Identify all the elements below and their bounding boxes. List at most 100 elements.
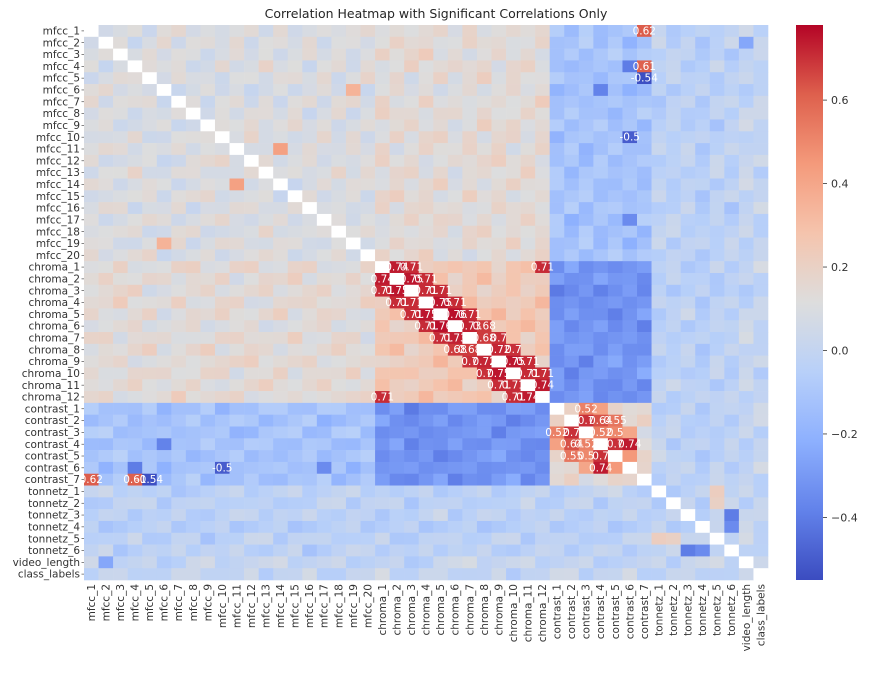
heatmap-cell bbox=[214, 60, 230, 73]
heatmap-cell bbox=[738, 261, 754, 274]
heatmap-cell bbox=[287, 272, 303, 286]
heatmap-cell bbox=[331, 426, 347, 439]
heatmap-cell bbox=[200, 237, 216, 250]
heatmap-cell bbox=[607, 438, 623, 451]
heatmap-cell bbox=[200, 544, 216, 557]
heatmap-cell bbox=[258, 556, 274, 569]
heatmap-cell bbox=[404, 213, 420, 227]
heatmap-cell bbox=[564, 497, 580, 510]
heatmap-cell bbox=[666, 25, 681, 38]
heatmap-cell bbox=[142, 261, 158, 274]
heatmap-cell bbox=[753, 402, 769, 415]
heatmap-cell bbox=[316, 520, 332, 534]
x-tick-label: mfcc_16 bbox=[304, 584, 316, 628]
heatmap-cell bbox=[389, 332, 405, 345]
heatmap-cell bbox=[273, 119, 289, 132]
heatmap-cell bbox=[753, 107, 769, 120]
heatmap-cell bbox=[171, 426, 187, 439]
heatmap-cell bbox=[302, 48, 318, 61]
heatmap-cell bbox=[84, 438, 99, 451]
heatmap-cell bbox=[287, 438, 303, 451]
heatmap-cell bbox=[738, 568, 754, 581]
heatmap-cell bbox=[724, 308, 740, 321]
heatmap-cell bbox=[622, 426, 638, 439]
heatmap-cell bbox=[753, 154, 769, 167]
heatmap-cell bbox=[316, 450, 332, 463]
heatmap-cell bbox=[578, 556, 594, 569]
heatmap-cell bbox=[447, 95, 463, 108]
heatmap-cell bbox=[302, 568, 318, 581]
heatmap-cell bbox=[316, 84, 332, 97]
heatmap-cell bbox=[709, 202, 725, 215]
heatmap-cell bbox=[622, 320, 638, 333]
heatmap-cell bbox=[709, 225, 725, 238]
heatmap-cell bbox=[520, 60, 536, 73]
heatmap-cell bbox=[98, 284, 114, 297]
heatmap-cell bbox=[564, 36, 580, 49]
heatmap-cell bbox=[709, 520, 725, 534]
heatmap-cell bbox=[98, 556, 114, 569]
heatmap-cell bbox=[98, 485, 114, 498]
heatmap-cell bbox=[418, 166, 434, 179]
heatmap-cell bbox=[214, 84, 230, 97]
cell-annotation: 0.61 bbox=[123, 474, 146, 486]
heatmap-cell bbox=[680, 497, 696, 510]
heatmap-cell bbox=[302, 332, 318, 345]
heatmap-cell bbox=[622, 60, 638, 73]
heatmap-cell bbox=[637, 391, 652, 404]
heatmap-cell bbox=[244, 60, 259, 73]
heatmap-cell bbox=[578, 60, 594, 73]
heatmap-cell bbox=[185, 119, 201, 132]
heatmap-cell bbox=[113, 72, 128, 85]
heatmap-cell bbox=[564, 154, 580, 167]
heatmap-cell bbox=[695, 202, 711, 215]
heatmap-cell bbox=[229, 332, 245, 345]
cell-annotation: 0.55 bbox=[603, 415, 626, 427]
heatmap-cell bbox=[316, 497, 332, 510]
heatmap-cell bbox=[389, 343, 405, 356]
heatmap-cell bbox=[578, 72, 594, 85]
heatmap-cell bbox=[695, 426, 711, 439]
heatmap-cell bbox=[607, 72, 623, 85]
cell-annotation: 0.71 bbox=[487, 380, 510, 392]
heatmap-cell bbox=[753, 48, 769, 61]
heatmap-cell bbox=[375, 95, 390, 108]
heatmap-cell bbox=[331, 497, 347, 510]
heatmap-cell bbox=[651, 568, 667, 581]
heatmap-cell bbox=[447, 497, 463, 510]
heatmap-cell-diagonal bbox=[375, 261, 390, 274]
heatmap-cell bbox=[535, 355, 550, 368]
cell-annotation: -0.5 bbox=[212, 462, 233, 474]
heatmap-cell bbox=[98, 25, 114, 38]
heatmap-cell bbox=[302, 355, 318, 368]
heatmap-cell bbox=[302, 296, 318, 309]
heatmap-cell bbox=[709, 402, 725, 415]
heatmap-cell bbox=[375, 213, 390, 227]
heatmap-cell bbox=[287, 143, 303, 156]
heatmap-cell bbox=[709, 379, 725, 392]
heatmap-cell bbox=[200, 556, 216, 569]
cell-annotation: 0.71 bbox=[371, 285, 394, 297]
heatmap-cell bbox=[84, 272, 99, 286]
heatmap-cell bbox=[724, 343, 740, 356]
y-tick-label: mfcc_11 bbox=[36, 144, 80, 156]
heatmap-cell bbox=[622, 272, 638, 286]
heatmap-cell bbox=[214, 426, 230, 439]
heatmap-cell bbox=[564, 131, 580, 144]
heatmap-cell bbox=[331, 25, 347, 38]
heatmap-cell bbox=[404, 343, 420, 356]
heatmap-cell bbox=[418, 131, 434, 144]
heatmap-cell bbox=[360, 367, 376, 380]
heatmap-cell bbox=[709, 131, 725, 144]
heatmap-cell bbox=[84, 202, 99, 215]
heatmap-cell bbox=[302, 402, 318, 415]
x-tick-label: mfcc_4 bbox=[130, 584, 142, 622]
heatmap-cell bbox=[345, 154, 361, 167]
heatmap-cell-diagonal bbox=[287, 190, 303, 203]
heatmap-cell bbox=[622, 402, 638, 415]
heatmap-cell bbox=[331, 402, 347, 415]
heatmap-cell bbox=[738, 213, 754, 227]
heatmap-cell bbox=[680, 568, 696, 581]
heatmap-cell bbox=[637, 190, 652, 203]
heatmap-cell bbox=[476, 473, 492, 486]
